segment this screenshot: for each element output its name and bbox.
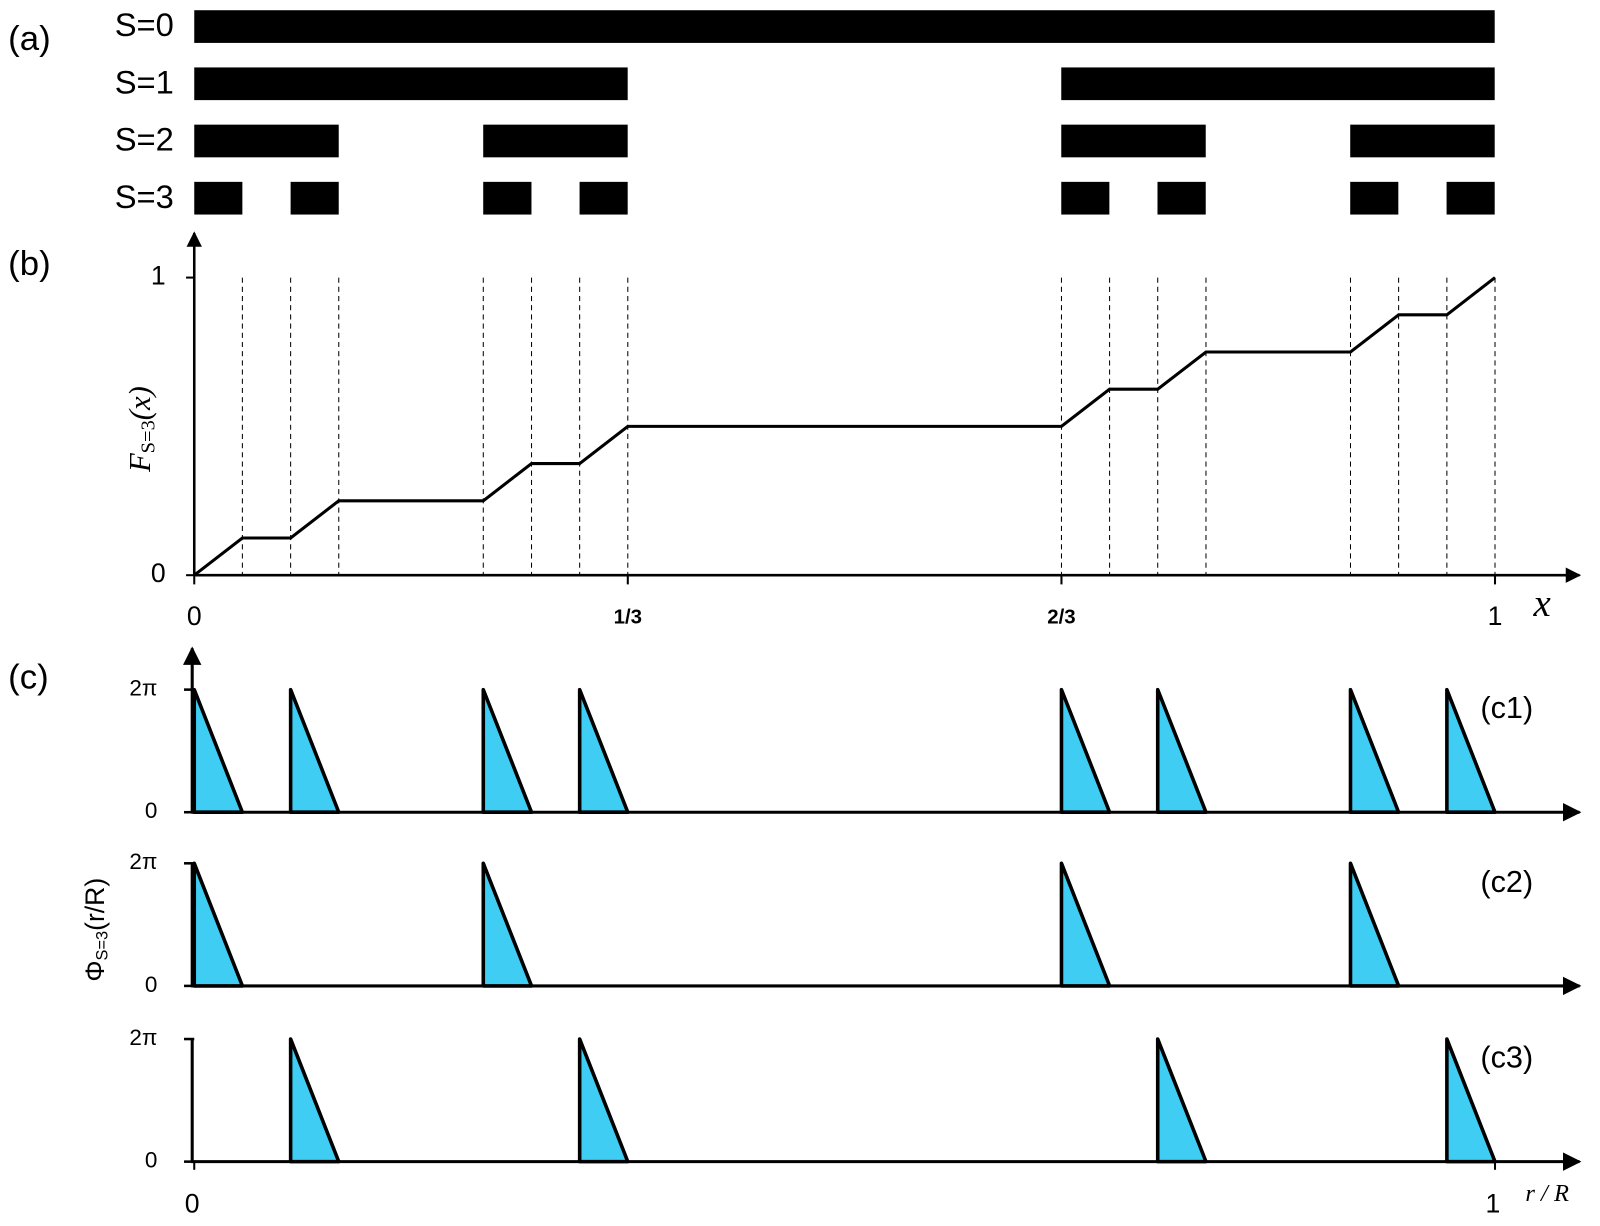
- phase-ramp: [192, 687, 245, 815]
- cantor-bar: [483, 181, 532, 215]
- row-label: S=3: [115, 178, 174, 215]
- y-tick-label: 2π: [129, 1025, 157, 1050]
- phase-ramp: [577, 687, 630, 815]
- y-label-arg: (x): [123, 386, 157, 420]
- x-axis-label: x: [1533, 582, 1551, 625]
- subplot-label: (c2): [1480, 865, 1533, 899]
- cantor-bar: [290, 181, 339, 215]
- x-tick-label: 2/3: [1047, 606, 1075, 629]
- y-tick-label: 0: [145, 972, 158, 997]
- y-label-sub: S=3: [137, 420, 159, 453]
- panel-label: (c): [8, 659, 49, 697]
- x-axis-label: r / R: [1525, 1180, 1569, 1207]
- cantor-bar: [1061, 67, 1495, 101]
- cantor-bar: [194, 181, 243, 215]
- y-axis-label: ΦS=3(r/R): [80, 878, 111, 982]
- y-tick-label: 0: [145, 798, 158, 823]
- y-label-main: F: [123, 453, 157, 473]
- cantor-bar: [194, 124, 339, 158]
- y-tick-label: 0: [145, 1148, 158, 1173]
- phase-ramp: [577, 1037, 630, 1164]
- cantor-bar: [1350, 181, 1399, 215]
- cantor-bar: [1446, 181, 1495, 215]
- cantor-bar: [1061, 181, 1110, 215]
- y-tick-label: 0: [151, 558, 166, 588]
- phase-ramp: [288, 687, 341, 815]
- phase-ramp: [1348, 687, 1401, 815]
- y-tick-label: 2π: [129, 676, 157, 701]
- phase-ramp: [192, 861, 245, 988]
- phase-ramp: [1348, 861, 1401, 988]
- subplot-label: (c1): [1480, 691, 1533, 725]
- y-tick-label: 2π: [129, 849, 157, 874]
- y-tick-label: 1: [151, 261, 166, 291]
- cantor-bar: [483, 124, 628, 158]
- x-tick-label: 1: [1488, 601, 1503, 631]
- phase-ramp: [288, 1037, 341, 1164]
- cantor-bar: [1061, 124, 1206, 158]
- y-label-sub: S=3: [94, 931, 112, 961]
- y-label-main: Φ: [80, 960, 110, 981]
- phase-ramp: [1445, 1037, 1497, 1164]
- phase-ramp: [1155, 1037, 1208, 1164]
- cantor-bar: [194, 67, 628, 101]
- phase-ramp: [1059, 861, 1112, 988]
- x-tick-label: 1/3: [614, 606, 642, 629]
- row-label: S=0: [115, 6, 174, 43]
- x-tick-label: 0: [187, 601, 202, 631]
- phase-ramp: [481, 861, 534, 988]
- phase-ramp: [1445, 687, 1497, 815]
- row-label: S=1: [115, 63, 174, 100]
- y-axis-label: FS=3(x): [123, 386, 159, 473]
- row-label: S=2: [115, 121, 174, 158]
- cantor-bar: [579, 181, 628, 215]
- phase-ramp: [481, 687, 534, 815]
- panel-label: (b): [8, 245, 50, 283]
- staircase: [193, 276, 1496, 577]
- cantor-bar: [194, 10, 1495, 43]
- x-tick-label: 0: [185, 1189, 200, 1219]
- cantor-bar: [1350, 124, 1495, 158]
- subplot-label: (c3): [1480, 1041, 1533, 1075]
- phase-ramp: [1059, 687, 1112, 815]
- panel-label: (a): [8, 20, 50, 58]
- phase-ramp: [1155, 687, 1208, 815]
- cantor-bar: [1157, 181, 1206, 215]
- x-tick-label: 1: [1486, 1189, 1501, 1219]
- y-label-arg: (r/R): [80, 878, 110, 931]
